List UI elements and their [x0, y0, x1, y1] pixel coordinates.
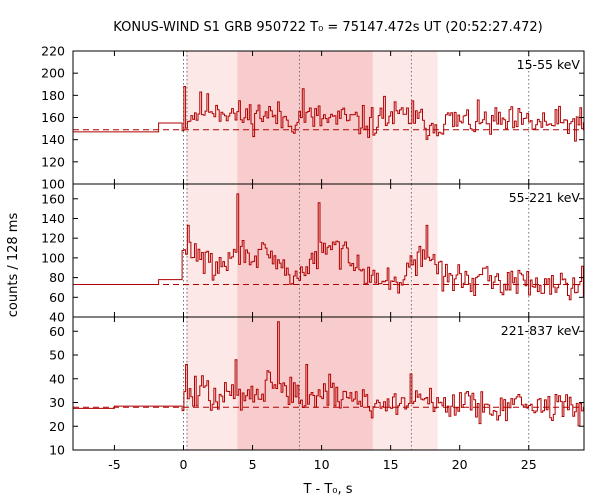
x-tick-label: 10: [314, 457, 330, 472]
x-tick-label: 0: [180, 457, 188, 472]
x-tick-label: -5: [108, 457, 120, 472]
y-tick-label: 20: [49, 419, 65, 434]
shaded-interval-2: [237, 317, 373, 450]
y-tick-label: 60: [49, 324, 65, 339]
y-tick-label: 30: [49, 395, 65, 410]
energy-band-label: 55-221 keV: [509, 190, 581, 205]
y-tick-label: 10: [49, 443, 65, 458]
y-tick-label: 140: [41, 132, 65, 147]
y-tick-label: 160: [41, 191, 65, 206]
x-tick-label: 25: [521, 457, 537, 472]
shaded-interval-2: [237, 184, 373, 317]
y-tick-label: 120: [41, 154, 65, 169]
y-tick-label: 160: [41, 110, 65, 125]
y-tick-label: 120: [41, 231, 65, 246]
y-tick-label: 180: [41, 88, 65, 103]
y-tick-label: 220: [41, 44, 65, 59]
x-tick-label: 5: [249, 457, 257, 472]
chart-title: KONUS-WIND S1 GRB 950722 T₀ = 75147.472s…: [113, 20, 542, 35]
x-axis-label: T - T₀, s: [302, 482, 352, 497]
y-tick-label: 80: [49, 270, 65, 285]
light-curve: [73, 86, 584, 142]
energy-band-label: 15-55 keV: [517, 57, 581, 72]
y-tick-label: 100: [41, 177, 65, 192]
y-tick-label: 60: [49, 290, 65, 305]
panel-2: 40 60 80 100 120 140 160 55-221 keV: [41, 183, 585, 325]
shaded-interval-2: [237, 51, 373, 184]
y-axis-label: counts / 128 ms: [6, 213, 21, 318]
x-tick-label: 15: [383, 457, 399, 472]
panel-1: 100 120 140 160 180 200 220 15-55 keV: [41, 44, 585, 192]
panel-frame: [72, 316, 585, 451]
y-tick-label: 100: [41, 250, 65, 265]
y-tick-label: 200: [41, 66, 65, 81]
light-curve: [73, 321, 584, 427]
y-tick-label: 40: [49, 310, 65, 325]
y-tick-label: 140: [41, 211, 65, 226]
x-tick-label: 20: [452, 457, 468, 472]
light-curve: [73, 193, 584, 301]
energy-band-label: 221-837 keV: [501, 323, 581, 338]
panel-3: 10 20 30 40 50 60 221-837 keV: [49, 316, 585, 458]
y-tick-label: 50: [49, 348, 65, 363]
y-tick-label: 40: [49, 371, 65, 386]
